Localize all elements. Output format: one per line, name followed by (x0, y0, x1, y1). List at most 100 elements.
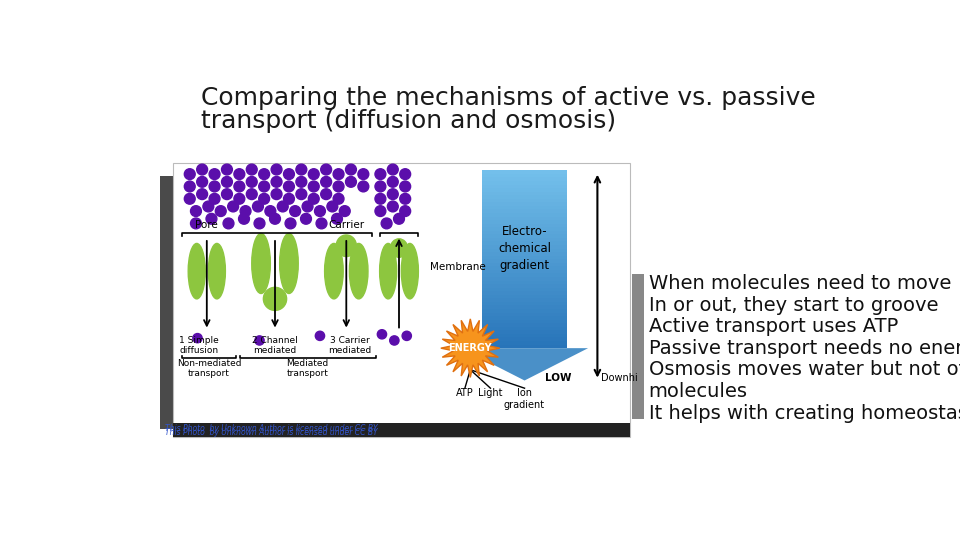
Text: Carrier: Carrier (328, 220, 365, 229)
Circle shape (399, 206, 411, 217)
Bar (482, 248, 567, 252)
Bar (482, 181, 567, 185)
Circle shape (223, 218, 234, 229)
Text: Electro-
chemical
gradient: Electro- chemical gradient (498, 225, 551, 272)
Bar (482, 316, 567, 320)
Circle shape (308, 181, 319, 192)
Text: Comparing the mechanisms of active vs. passive: Comparing the mechanisms of active vs. p… (202, 86, 816, 110)
Ellipse shape (349, 244, 368, 299)
Ellipse shape (336, 235, 356, 256)
Circle shape (375, 181, 386, 192)
Bar (482, 217, 567, 220)
Text: Osmosis moves water but not other: Osmosis moves water but not other (649, 361, 960, 380)
Bar (482, 227, 567, 231)
Circle shape (184, 193, 195, 204)
Ellipse shape (324, 244, 344, 299)
Circle shape (247, 177, 257, 187)
Circle shape (252, 201, 263, 212)
Circle shape (296, 189, 307, 200)
Circle shape (234, 193, 245, 204)
Circle shape (215, 206, 227, 217)
Polygon shape (461, 348, 588, 381)
Bar (482, 220, 567, 224)
Bar (482, 291, 567, 295)
Circle shape (377, 330, 387, 339)
Text: When molecules need to move: When molecules need to move (649, 274, 951, 293)
Circle shape (222, 189, 232, 200)
Bar (482, 313, 567, 316)
Bar (482, 263, 567, 266)
Text: Light: Light (478, 388, 503, 398)
Circle shape (247, 164, 257, 175)
Bar (482, 345, 567, 348)
Circle shape (399, 168, 411, 179)
Bar (482, 199, 567, 202)
Circle shape (197, 177, 207, 187)
Circle shape (302, 201, 313, 212)
Bar (482, 170, 567, 174)
Text: Mediated
transport: Mediated transport (286, 359, 328, 379)
Bar (482, 224, 567, 227)
Bar (482, 327, 567, 330)
Text: In or out, they start to groove: In or out, they start to groove (649, 296, 938, 315)
Circle shape (209, 168, 220, 179)
Circle shape (321, 164, 331, 175)
Circle shape (308, 168, 319, 179)
Text: Non-mediated
transport: Non-mediated transport (177, 359, 241, 379)
Bar (482, 241, 567, 245)
Bar (482, 330, 567, 334)
Bar (482, 178, 567, 181)
Circle shape (296, 177, 307, 187)
Text: 2 Channel
mediated: 2 Channel mediated (252, 336, 298, 355)
Circle shape (190, 218, 202, 229)
Bar (482, 334, 567, 338)
Circle shape (283, 193, 295, 204)
Circle shape (270, 213, 280, 224)
Circle shape (388, 201, 398, 212)
Bar (482, 299, 567, 302)
Bar (482, 206, 567, 210)
Bar (482, 320, 567, 323)
Circle shape (277, 201, 288, 212)
Circle shape (197, 189, 207, 200)
Circle shape (321, 189, 331, 200)
Text: This Photo  by Unknown Author is licensed under CC BY: This Photo by Unknown Author is licensed… (165, 428, 377, 437)
Circle shape (193, 334, 203, 343)
Circle shape (346, 164, 356, 175)
Bar (482, 277, 567, 281)
Bar (482, 341, 567, 345)
Circle shape (346, 177, 356, 187)
Circle shape (333, 193, 344, 204)
Text: Active transport uses ATP: Active transport uses ATP (649, 318, 898, 336)
Circle shape (234, 181, 245, 192)
Circle shape (375, 193, 386, 204)
Bar (482, 192, 567, 195)
FancyBboxPatch shape (173, 164, 630, 437)
Bar (482, 188, 567, 192)
Circle shape (308, 193, 319, 204)
Ellipse shape (279, 233, 299, 294)
Polygon shape (441, 319, 500, 377)
Circle shape (209, 193, 220, 204)
Text: ENERGY: ENERGY (448, 343, 492, 353)
FancyBboxPatch shape (173, 423, 630, 437)
Ellipse shape (188, 244, 205, 299)
Text: Downhi: Downhi (601, 373, 637, 383)
Circle shape (209, 181, 220, 192)
Bar (482, 270, 567, 273)
Circle shape (339, 206, 350, 217)
Circle shape (388, 164, 398, 175)
Circle shape (184, 181, 195, 192)
Circle shape (388, 189, 398, 200)
Circle shape (358, 168, 369, 179)
Bar (482, 210, 567, 213)
Bar (482, 202, 567, 206)
Text: LOW: LOW (544, 373, 571, 383)
Circle shape (358, 181, 369, 192)
Text: 1 Simple
diffusion: 1 Simple diffusion (180, 336, 219, 355)
Bar (482, 284, 567, 288)
Circle shape (390, 336, 399, 345)
Circle shape (247, 189, 257, 200)
Bar (482, 281, 567, 284)
Circle shape (381, 218, 392, 229)
